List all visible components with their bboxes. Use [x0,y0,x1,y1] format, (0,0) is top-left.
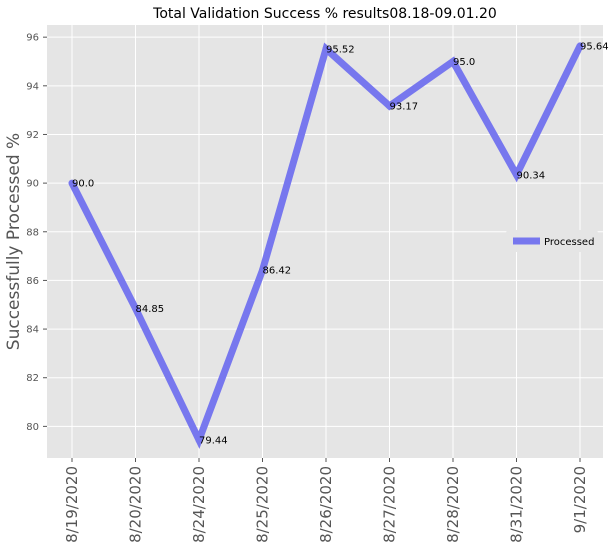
data-label: 95.64 [580,41,609,52]
x-tick-label: 8/28/2020 [444,466,462,543]
data-label: 84.85 [136,304,165,315]
data-point [259,266,266,274]
data-label: 79.44 [199,435,228,446]
data-label: 86.42 [263,266,292,277]
series-layer [68,42,584,449]
data-point [132,304,139,312]
data-label: 90.0 [72,179,94,190]
grid [47,25,603,458]
data-labels: 90.0 84.85 79.44 86.42 95.52 93.17 95.0 90.34 95… [72,41,609,446]
x-tick-label: 8/25/2020 [254,466,272,543]
y-tick-label: 88 [26,227,39,238]
x-tick-label: 8/27/2020 [381,466,399,543]
y-tick-label: 92 [26,130,39,141]
y-tick-label: 84 [26,325,39,336]
axes: 80 82 84 86 88 90 92 94 96 8/19/2020 8/20/2020 8/24… [26,33,589,543]
x-tick-label: 8/24/2020 [190,466,208,543]
y-tick-label: 86 [26,276,39,287]
data-point [449,57,457,65]
legend-label-processed: Processed [544,237,594,248]
y-tick-label: 80 [26,422,39,433]
legend-box [506,230,598,252]
x-tick-label: 8/19/2020 [63,466,81,543]
x-tick-label: 8/20/2020 [127,466,145,543]
data-point [195,436,203,444]
y-tick-label: 82 [26,373,39,384]
x-tick-label: 9/1/2020 [571,466,589,533]
data-point [68,179,76,187]
data-label: 95.0 [453,57,475,68]
data-label: 93.17 [390,102,419,113]
data-point [513,171,520,179]
chart-title: Total Validation Success % results08.18-… [152,6,497,22]
y-tick-label: 96 [26,33,39,44]
data-point [322,45,330,53]
y-tick-label: 94 [26,81,39,92]
data-label: 90.34 [517,170,546,181]
data-label: 95.52 [326,44,355,55]
x-tick-label: 8/26/2020 [317,466,335,543]
x-tick-label: 8/31/2020 [508,466,526,543]
y-axis-label: Successfully Processed % [4,133,24,350]
y-tick-label: 90 [26,179,39,190]
data-point [576,42,584,50]
data-point [386,102,393,110]
legend: Processed [506,230,598,252]
